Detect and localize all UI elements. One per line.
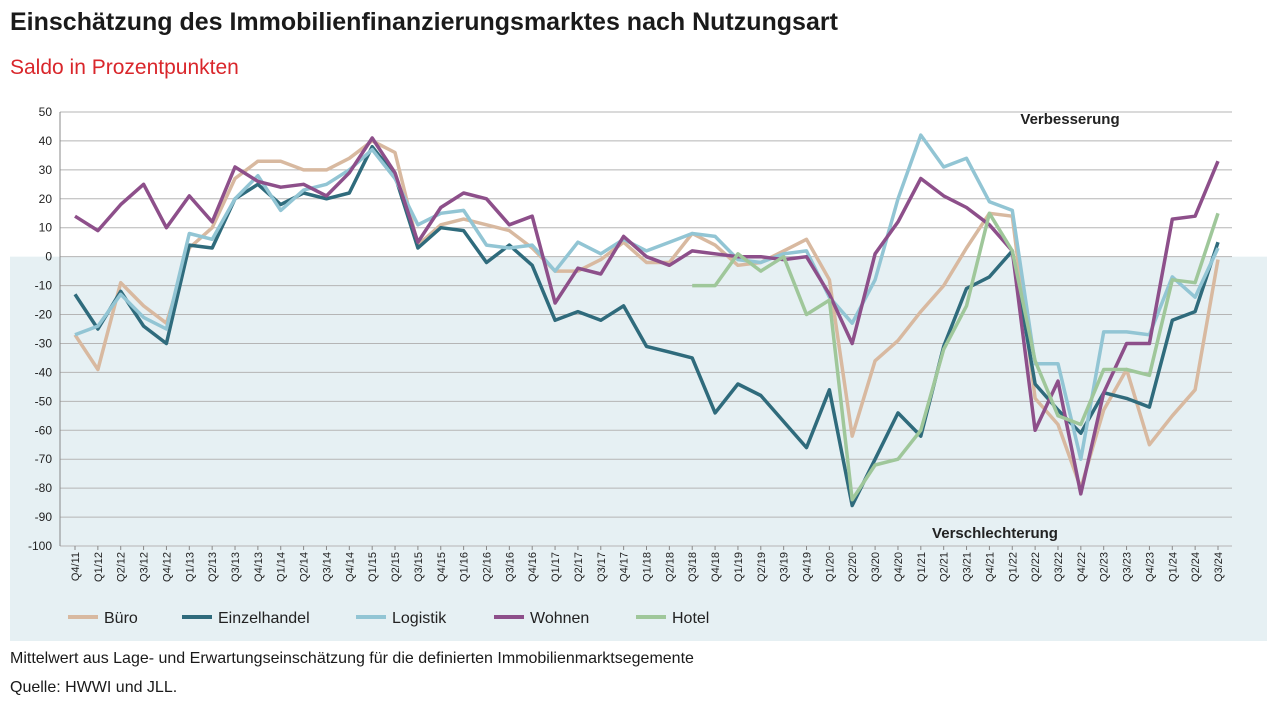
x-tick-label: Q3/12 [139,552,151,582]
x-tick-label: Q3/24 [1213,552,1225,582]
y-tick-label: -90 [35,510,53,524]
x-tick-label: Q3/16 [504,552,516,582]
x-tick-label: Q3/22 [1053,552,1065,582]
x-tick-label: Q1/22 [1007,552,1019,582]
source: Quelle: HWWI und JLL. [10,679,178,696]
x-tick-label: Q2/16 [481,552,493,582]
x-tick-label: Q3/20 [870,552,882,582]
x-tick-label: Q4/19 [802,552,814,582]
x-tick-label: Q4/13 [253,552,265,582]
y-tick-label: -70 [35,452,53,466]
x-tick-label: Q1/14 [276,552,288,582]
x-tick-label: Q4/20 [893,552,905,582]
x-tick-label: Q4/12 [161,552,173,582]
annotation: Verschlechterung [932,525,1058,542]
x-tick-label: Q4/18 [710,552,722,582]
x-tick-label: Q4/11 [70,552,82,581]
y-tick-label: -30 [35,336,53,350]
x-tick-label: Q4/14 [344,552,356,582]
x-tick-label: Q1/18 [642,552,654,582]
x-tick-label: Q1/16 [459,552,471,582]
x-tick-label: Q2/20 [847,552,859,582]
legend-label: Büro [104,610,138,627]
x-tick-label: Q1/12 [93,552,105,582]
x-tick-label: Q2/19 [756,552,768,582]
legend-label: Einzelhandel [218,610,310,627]
y-tick-label: -50 [35,394,53,408]
y-tick-label: -10 [35,279,53,293]
y-tick-label: -80 [35,481,53,495]
series-line [74,136,1220,496]
x-tick-label: Q1/19 [733,552,745,582]
footnote: Mittelwert aus Lage- und Erwartungseinsc… [10,650,694,667]
y-tick-label: -40 [35,365,53,379]
annotation: Verbesserung [1020,111,1119,128]
x-tick-label: Q3/17 [596,552,608,582]
x-tick-label: Q3/18 [687,552,699,582]
x-tick-label: Q4/23 [1144,552,1156,582]
x-tick-label: Q3/15 [413,552,425,582]
legend-label: Wohnen [530,610,589,627]
x-tick-label: Q1/15 [367,552,379,582]
x-tick-label: Q2/18 [664,552,676,582]
x-tick-label: Q1/17 [550,552,562,582]
y-tick-label: -60 [35,423,53,437]
x-tick-label: Q4/15 [436,552,448,582]
x-tick-label: Q1/24 [1167,552,1179,582]
y-tick-label: -20 [35,308,53,322]
x-tick-label: Q1/21 [916,552,928,582]
x-tick-label: Q2/15 [390,552,402,582]
x-tick-label: Q4/21 [984,552,996,582]
x-tick-label: Q3/23 [1122,552,1134,582]
y-tick-label: 50 [39,105,53,119]
negative-zone [10,256,1267,641]
x-tick-label: Q2/12 [116,552,128,582]
chart-title: Einschätzung des Immobilienfinanzierungs… [10,8,838,36]
x-tick-label: Q2/23 [1099,552,1111,582]
y-tick-label: 30 [39,163,53,177]
x-tick-label: Q2/24 [1190,552,1202,582]
y-tick-label: 20 [39,192,53,206]
x-tick-label: Q1/20 [824,552,836,582]
x-tick-label: Q2/13 [207,552,219,582]
x-tick-label: Q2/14 [299,552,311,582]
x-tick-label: Q2/22 [1030,552,1042,582]
chart-subtitle: Saldo in Prozentpunkten [10,56,239,79]
series-line [692,211,1220,502]
x-tick-label: Q3/19 [779,552,791,582]
x-tick-label: Q3/14 [321,552,333,582]
y-tick-label: 0 [45,250,52,264]
x-tick-label: Q4/22 [1076,552,1088,582]
series-line [74,133,1220,461]
x-tick-label: Q4/17 [619,552,631,582]
x-tick-label: Q2/17 [573,552,585,582]
x-tick-label: Q2/21 [939,552,951,582]
y-tick-label: -100 [28,539,52,553]
chart: 50 40 30 20 10 0 -10 -20 -30 -40 -50 -60 -70 -80 -90 -1… [10,105,1267,641]
legend-label: Logistik [392,610,447,627]
legend-label: Hotel [672,610,709,627]
x-tick-label: Q3/21 [962,552,974,582]
y-tick-label: 10 [39,221,53,235]
x-tick-label: Q1/13 [184,552,196,582]
x-tick-label: Q4/16 [527,552,539,582]
series-line [73,144,1220,508]
y-tick-label: 40 [39,134,53,148]
x-tick-label: Q3/13 [230,552,242,582]
